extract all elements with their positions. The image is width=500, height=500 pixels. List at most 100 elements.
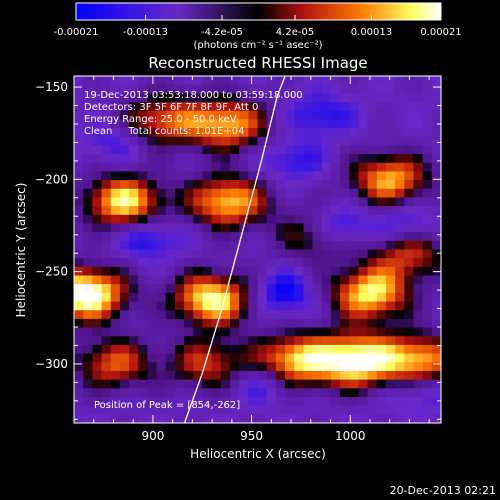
heatmap-cell (229, 110, 240, 120)
heatmap-cell (165, 266, 176, 277)
heatmap-cell (165, 214, 176, 225)
heatmap-cell (422, 258, 433, 268)
heatmap-cell (385, 388, 396, 398)
heatmap-cell (340, 188, 350, 199)
heatmap-cell (110, 136, 121, 147)
heatmap-cell (174, 197, 185, 207)
heatmap-cell (385, 353, 396, 363)
heatmap-cell (422, 327, 433, 337)
heatmap-cell (165, 223, 176, 233)
heatmap-cell (340, 249, 350, 259)
heatmap-cell (174, 396, 185, 407)
heatmap-cell (248, 336, 259, 346)
heatmap-cell (257, 206, 268, 216)
heatmap-cell (184, 171, 194, 181)
heatmap-cell (321, 110, 332, 120)
heatmap-cell (275, 206, 286, 216)
heatmap-cell (321, 180, 332, 190)
heatmap-cell (138, 301, 149, 311)
heatmap-cell (358, 180, 369, 190)
heatmap-cell (422, 197, 433, 207)
heatmap-cell (129, 171, 139, 181)
heatmap-cell (330, 388, 341, 398)
heatmap-cell (229, 145, 240, 155)
heatmap-cell (340, 102, 350, 112)
heatmap-cell (395, 266, 405, 277)
heatmap-cell (101, 162, 112, 173)
heatmap-cell (404, 76, 415, 86)
heatmap-cell (349, 301, 360, 311)
heatmap-cell (92, 396, 103, 407)
heatmap-cell (184, 249, 194, 259)
heatmap-cell (110, 84, 121, 94)
heatmap-cell (202, 327, 213, 337)
heatmap-cell (330, 180, 341, 190)
heatmap-cell (184, 76, 194, 86)
heatmap-cell (422, 344, 433, 355)
heatmap-cell (138, 344, 149, 355)
heatmap-cell (376, 388, 387, 398)
heatmap-cell (330, 136, 341, 147)
heatmap-cell (395, 119, 405, 129)
heatmap-cell (367, 180, 378, 190)
heatmap-cell (165, 162, 176, 173)
heatmap-cell (404, 284, 415, 294)
heatmap-cell (74, 145, 84, 155)
heatmap-cell (147, 370, 158, 381)
heatmap-cell (422, 128, 433, 138)
heatmap-cell (74, 301, 84, 311)
heatmap-cell (340, 310, 350, 320)
heatmap-cell (239, 275, 249, 285)
heatmap-cell (422, 292, 433, 303)
heatmap-cell (303, 76, 314, 86)
heatmap-cell (248, 370, 259, 381)
heatmap-cell (174, 171, 185, 181)
heatmap-cell (367, 266, 378, 277)
heatmap-cell (257, 344, 268, 355)
heatmap-cell (275, 180, 286, 190)
heatmap-cell (367, 223, 378, 233)
heatmap-cell (367, 414, 378, 423)
heatmap-cell (257, 93, 268, 103)
heatmap-cell (193, 249, 204, 259)
heatmap-cell (129, 362, 139, 372)
heatmap-cell (413, 414, 424, 423)
heatmap-cell (257, 171, 268, 181)
heatmap-cell (404, 266, 415, 277)
heatmap-cell (285, 284, 295, 294)
heatmap-cell (138, 327, 149, 337)
heatmap-cell (385, 336, 396, 346)
heatmap-cell (165, 396, 176, 407)
heatmap-cell (413, 84, 424, 94)
heatmap-cell (156, 353, 167, 363)
heatmap-cell (395, 214, 405, 225)
heatmap-cell (257, 396, 268, 407)
heatmap-cell (129, 301, 139, 311)
heatmap-cell (404, 136, 415, 147)
heatmap-cell (74, 136, 84, 147)
heatmap-cell (395, 336, 405, 346)
heatmap-cell (101, 249, 112, 259)
heatmap-cell (248, 171, 259, 181)
heatmap-cell (321, 162, 332, 173)
heatmap-cell (330, 232, 341, 242)
heatmap-cell (202, 275, 213, 285)
heatmap-cell (156, 145, 167, 155)
heatmap-cell (248, 136, 259, 147)
colorbar-tick-label: 0.00013 (351, 27, 392, 38)
heatmap-cell (275, 93, 286, 103)
heatmap-cell (147, 162, 158, 173)
heatmap-cell (431, 258, 441, 268)
heatmap-cell (321, 84, 332, 94)
heatmap-cell (220, 353, 231, 363)
heatmap-cell (330, 414, 341, 423)
heatmap-cell (101, 258, 112, 268)
heatmap-cell (404, 258, 415, 268)
heatmap-cell (404, 353, 415, 363)
x-tick-label: 900 (141, 429, 164, 443)
heatmap-cell (257, 84, 268, 94)
colorbar-ticks: -0.00021 -0.00013 -4.2e-05 4.2e-05 0.00013 0.… (54, 15, 462, 38)
heatmap-cell (275, 379, 286, 389)
heatmap-cell (294, 188, 304, 199)
heatmap-cell (239, 76, 249, 86)
